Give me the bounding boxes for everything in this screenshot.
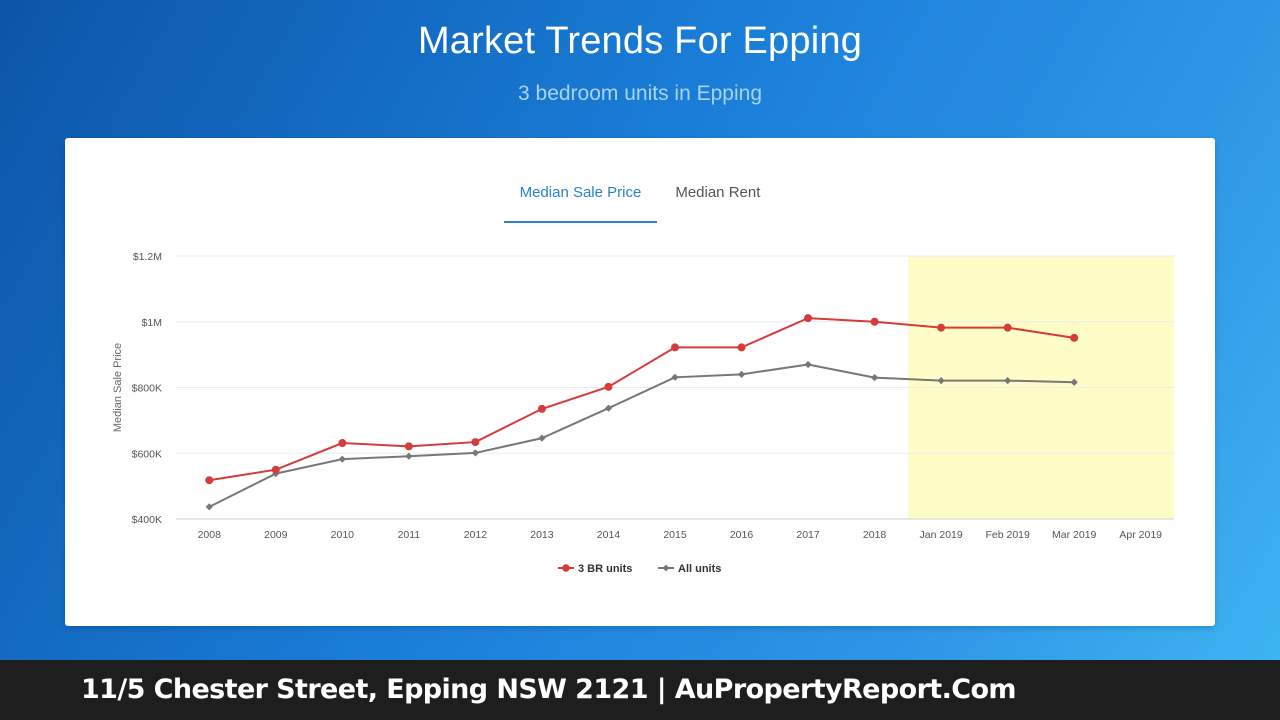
data-point bbox=[671, 373, 679, 381]
data-point bbox=[870, 317, 879, 326]
y-tick-label: $600K bbox=[132, 448, 162, 460]
data-point bbox=[804, 360, 812, 369]
series-line-1 bbox=[208, 363, 1075, 508]
x-tick-label: 2014 bbox=[597, 529, 621, 541]
data-point bbox=[205, 503, 213, 511]
series-line-0 bbox=[209, 317, 1075, 482]
x-tick-label: Apr 2019 bbox=[1119, 529, 1162, 541]
legend-label: All units bbox=[678, 563, 721, 575]
data-point bbox=[537, 404, 546, 413]
line-chart: $400K $600K $800K $1M $1.2M 2008 2009 2010 2011 2… bbox=[112, 251, 1174, 575]
data-point bbox=[871, 374, 879, 382]
y-tick-label: $1M bbox=[142, 317, 162, 329]
data-point bbox=[671, 343, 679, 352]
data-point bbox=[804, 314, 813, 323]
data-point bbox=[404, 442, 413, 451]
tab-median-sale-price[interactable]: Median Sale Price bbox=[503, 182, 658, 223]
chart-card: Median Sale Price Median Rent $400K $600K… bbox=[65, 138, 1215, 626]
x-tick-label: Mar 2019 bbox=[1052, 529, 1097, 541]
chart-tabs: Median Sale Price Median Rent bbox=[65, 182, 1215, 223]
data-point bbox=[937, 376, 945, 385]
data-point bbox=[471, 449, 479, 457]
page-title: Market Trends For Epping bbox=[417, 20, 863, 62]
x-tick-label: 2013 bbox=[530, 529, 554, 541]
page-subtitle: 3 bedroom units in Epping bbox=[518, 82, 762, 105]
data-point bbox=[937, 323, 946, 332]
y-tick-label: $1.2M bbox=[133, 251, 162, 263]
x-tick-label: 2010 bbox=[331, 529, 355, 541]
data-point bbox=[1070, 333, 1079, 342]
x-tick-label: 2017 bbox=[796, 529, 820, 541]
x-tick-label: 2009 bbox=[264, 529, 288, 541]
data-point bbox=[405, 452, 413, 460]
footer-address: 11/5 Chester Street, Epping NSW 2121 | A… bbox=[81, 674, 1017, 705]
y-axis-label: Median Sale Price bbox=[112, 343, 124, 432]
data-point bbox=[604, 382, 613, 391]
x-tick-label: 2011 bbox=[398, 529, 421, 541]
x-tick-label: 2008 bbox=[198, 529, 222, 541]
x-tick-label: 2012 bbox=[464, 529, 488, 541]
data-point bbox=[1004, 376, 1012, 385]
x-tick-label: 2018 bbox=[863, 529, 887, 541]
tab-median-rent[interactable]: Median Rent bbox=[675, 184, 761, 201]
x-tick-label: 2015 bbox=[663, 529, 687, 541]
data-point bbox=[471, 438, 480, 447]
legend-marker bbox=[662, 564, 670, 572]
data-point bbox=[538, 434, 546, 442]
x-tick-label: Jan 2019 bbox=[920, 529, 963, 541]
y-tick-label: $800K bbox=[132, 383, 162, 395]
data-point bbox=[338, 455, 346, 463]
footer-bar: 11/5 Chester Street, Epping NSW 2121 | A… bbox=[0, 660, 1280, 720]
y-tick-label: $400K bbox=[132, 514, 162, 526]
data-point bbox=[205, 476, 214, 485]
data-point bbox=[1003, 323, 1012, 332]
x-tick-label: Feb 2019 bbox=[985, 529, 1030, 541]
x-tick-label: 2016 bbox=[730, 529, 754, 541]
data-point bbox=[604, 404, 613, 412]
legend-marker bbox=[562, 564, 570, 572]
data-point bbox=[271, 465, 280, 474]
data-point bbox=[737, 343, 746, 352]
data-point bbox=[737, 370, 746, 378]
data-point bbox=[1070, 378, 1078, 386]
legend-label: 3 BR units bbox=[578, 563, 632, 575]
data-point bbox=[338, 439, 347, 448]
